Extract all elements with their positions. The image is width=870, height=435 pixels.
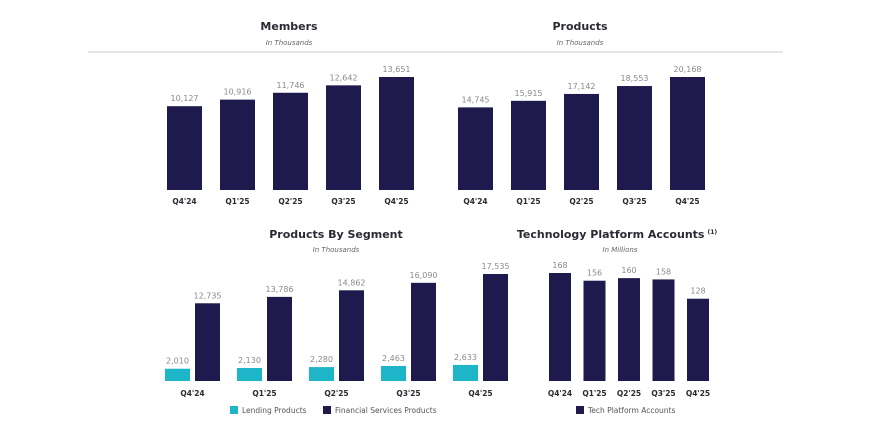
members-subtitle: In Thousands: [266, 39, 313, 47]
products-value-label: 18,553: [621, 74, 649, 83]
segment-category-label: Q1'25: [252, 389, 276, 398]
members-category-label: Q4'25: [384, 197, 408, 206]
legend-swatch-tech: [576, 406, 584, 414]
products-value-label: 17,142: [568, 82, 596, 91]
financial-bar: [267, 296, 292, 381]
members-value-label: 10,127: [171, 94, 199, 103]
tech-bar: [652, 279, 675, 381]
members-value-label: 13,651: [383, 65, 411, 74]
products-subtitle: In Thousands: [557, 39, 604, 47]
tech-category-label: Q4'25: [686, 389, 710, 398]
legend-financial: Financial Services Products: [335, 406, 437, 415]
tech-value-label: 160: [621, 266, 636, 275]
members-bar: [167, 106, 202, 190]
tech-value-label: 168: [552, 261, 567, 270]
members-bar: [273, 92, 308, 190]
financial-value-label: 16,090: [410, 271, 438, 280]
members-title: Members: [260, 20, 318, 33]
financial-value-label: 17,535: [482, 262, 510, 271]
financial-bar: [339, 290, 364, 381]
tech-value-label: 128: [690, 287, 705, 296]
tech-value-label: 158: [656, 267, 671, 276]
members-value-label: 11,746: [277, 81, 305, 90]
tech-bar: [549, 273, 571, 381]
segment-title: Products By Segment: [269, 228, 403, 241]
segment-category-label: Q4'24: [180, 389, 204, 398]
legend-lending: Lending Products: [242, 406, 307, 415]
lending-bar: [309, 367, 334, 381]
legend-swatch-lending: [230, 406, 238, 414]
members-value-label: 10,916: [224, 88, 252, 97]
products-bar: [617, 86, 652, 190]
tech-bar: [583, 280, 606, 381]
financial-bar: [483, 274, 508, 381]
tech-title-note: (1): [707, 229, 717, 236]
products-category-label: Q2'25: [569, 197, 593, 206]
products-bar: [564, 93, 599, 190]
members-bar: [379, 77, 414, 190]
tech-title-text: Technology Platform Accounts: [517, 228, 705, 241]
members-bar: [220, 99, 255, 190]
members-bar: [326, 85, 361, 190]
members-category-label: Q4'24: [172, 197, 196, 206]
products-value-label: 20,168: [674, 65, 702, 74]
lending-bar: [381, 365, 406, 381]
members-value-label: 12,642: [330, 73, 358, 82]
tech-title: Technology Platform Accounts (1): [517, 228, 718, 241]
members-category-label: Q1'25: [225, 197, 249, 206]
tech-category-label: Q4'24: [548, 389, 572, 398]
products-category-label: Q3'25: [622, 197, 646, 206]
lending-bar: [165, 368, 190, 381]
lending-value-label: 2,463: [382, 354, 405, 363]
tech-category-label: Q2'25: [617, 389, 641, 398]
products-bar: [458, 107, 493, 190]
financial-value-label: 13,786: [266, 285, 294, 294]
lending-bar: [237, 368, 262, 381]
products-category-label: Q4'24: [463, 197, 487, 206]
products-category-label: Q4'25: [675, 197, 699, 206]
products-category-label: Q1'25: [516, 197, 540, 206]
financial-value-label: 12,735: [194, 291, 222, 300]
products-title: Products: [552, 20, 608, 33]
segment-category-label: Q4'25: [468, 389, 492, 398]
legend-tech: Tech Platform Accounts: [587, 406, 675, 415]
products-value-label: 15,915: [515, 89, 543, 98]
products-bar: [511, 100, 546, 190]
tech-bar: [618, 278, 640, 381]
members-category-label: Q3'25: [331, 197, 355, 206]
lending-value-label: 2,280: [310, 355, 333, 364]
tech-bar: [687, 298, 709, 381]
segment-category-label: Q2'25: [324, 389, 348, 398]
financial-bar: [411, 282, 436, 381]
legend-swatch-financial: [323, 406, 331, 414]
segment-category-label: Q3'25: [396, 389, 420, 398]
tech-subtitle: In Millions: [603, 246, 638, 254]
financial-value-label: 14,862: [338, 278, 366, 287]
tech-category-label: Q1'25: [582, 389, 606, 398]
tech-category-label: Q3'25: [651, 389, 675, 398]
products-bar: [670, 77, 705, 190]
lending-bar: [453, 364, 478, 381]
lending-value-label: 2,130: [238, 356, 261, 365]
lending-value-label: 2,010: [166, 357, 189, 366]
financial-bar: [195, 303, 220, 381]
lending-value-label: 2,633: [454, 353, 477, 362]
tech-value-label: 156: [587, 269, 602, 278]
members-category-label: Q2'25: [278, 197, 302, 206]
products-value-label: 14,745: [462, 95, 490, 104]
segment-subtitle: In Thousands: [313, 246, 360, 254]
